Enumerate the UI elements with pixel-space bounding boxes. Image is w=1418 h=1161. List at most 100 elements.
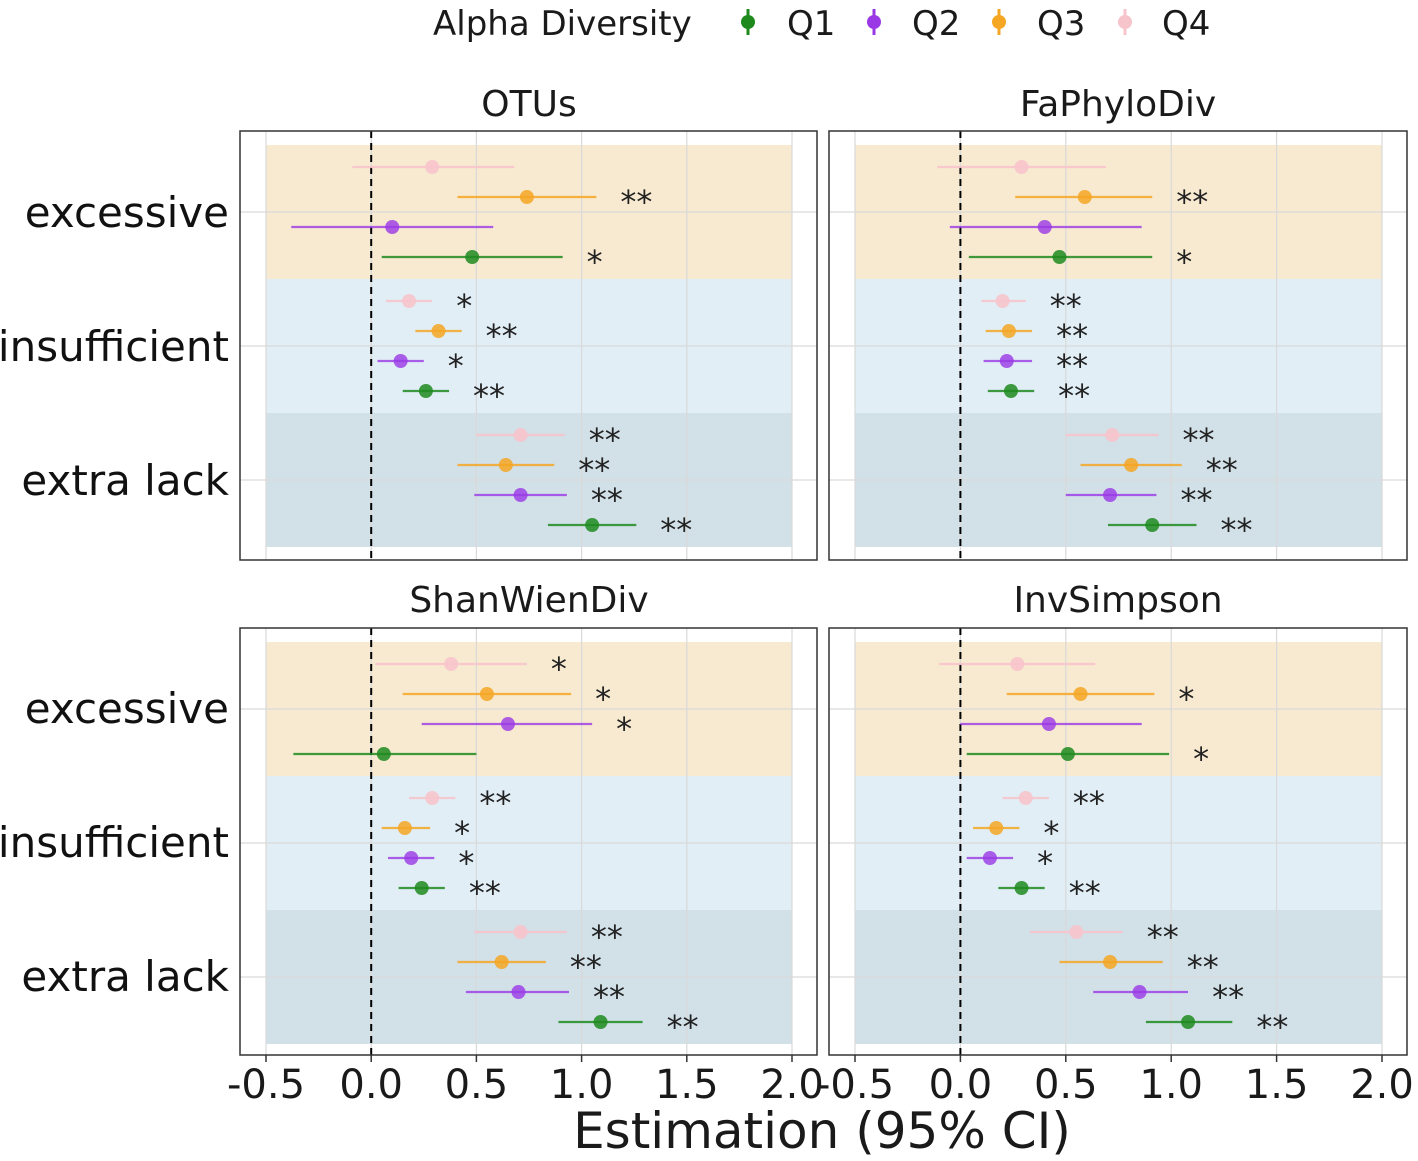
legend-label-q3: Q3 — [1037, 4, 1085, 44]
panel-title-faphylodiv: FaPhyloDiv — [1020, 84, 1216, 125]
sig-faphylodiv-insufficient-q3: ** — [1056, 317, 1088, 355]
point-shanwiendiv-excessive-q2 — [500, 717, 515, 731]
x-tick-label: 0.5 — [1034, 1062, 1098, 1108]
panel-faphylodiv: ******************* — [828, 130, 1408, 561]
point-shanwiendiv-excessive-q3 — [479, 687, 494, 701]
x-tick-label: 2.0 — [760, 1062, 824, 1108]
point-shanwiendiv-extra-lack-q3 — [494, 955, 509, 969]
point-faphylodiv-insufficient-q3 — [1001, 324, 1016, 338]
point-shanwiendiv-excessive-q1 — [376, 747, 391, 761]
point-invsimpson-insufficient-q3 — [989, 821, 1004, 835]
sig-faphylodiv-extra-lack-q2: ** — [1180, 481, 1212, 519]
sig-faphylodiv-insufficient-q2: ** — [1056, 347, 1088, 385]
sig-shanwiendiv-excessive-q2: * — [616, 710, 632, 748]
point-faphylodiv-extra-lack-q2 — [1103, 488, 1118, 502]
sig-shanwiendiv-insufficient-q3: * — [454, 814, 470, 852]
point-invsimpson-insufficient-q1 — [1014, 881, 1029, 895]
sig-faphylodiv-excessive-q3: ** — [1176, 183, 1208, 221]
point-invsimpson-excessive-q1 — [1060, 747, 1075, 761]
sig-faphylodiv-extra-lack-q1: ** — [1220, 511, 1252, 549]
point-shanwiendiv-extra-lack-q2 — [511, 985, 526, 999]
sig-invsimpson-excessive-q1: * — [1193, 740, 1209, 778]
point-invsimpson-extra-lack-q3 — [1103, 955, 1118, 969]
panel-border — [239, 130, 818, 561]
sig-otus-insufficient-q4: * — [456, 287, 472, 325]
sig-shanwiendiv-extra-lack-q1: ** — [667, 1008, 699, 1046]
sig-faphylodiv-insufficient-q1: ** — [1058, 377, 1090, 415]
x-tick-label: -0.5 — [227, 1062, 305, 1108]
point-faphylodiv-excessive-q4 — [1014, 160, 1029, 174]
row-label-excessive-top: excessive — [25, 188, 229, 237]
point-otus-excessive-q4 — [425, 160, 440, 174]
sig-invsimpson-excessive-q3: * — [1178, 680, 1194, 718]
point-shanwiendiv-extra-lack-q4 — [513, 925, 528, 939]
point-faphylodiv-extra-lack-q4 — [1105, 428, 1120, 442]
point-otus-excessive-q3 — [519, 190, 534, 204]
point-invsimpson-extra-lack-q2 — [1132, 985, 1147, 999]
point-shanwiendiv-excessive-q4 — [444, 657, 459, 671]
x-tick-label: 1.0 — [550, 1062, 614, 1108]
sig-invsimpson-insufficient-q2: * — [1037, 844, 1053, 882]
legend-title: Alpha Diversity — [433, 4, 692, 44]
point-faphylodiv-excessive-q2 — [1037, 220, 1052, 234]
x-tick-label: 1.0 — [1139, 1062, 1203, 1108]
legend-label-q2: Q2 — [912, 4, 960, 44]
panel-border — [828, 627, 1408, 1056]
sig-shanwiendiv-extra-lack-q2: ** — [593, 978, 625, 1016]
sig-faphylodiv-excessive-q1: * — [1176, 243, 1192, 281]
point-otus-insufficient-q3 — [431, 324, 446, 338]
row-label-insufficient-top: insufficient — [0, 322, 229, 371]
sig-shanwiendiv-insufficient-q4: ** — [479, 784, 511, 822]
sig-shanwiendiv-extra-lack-q4: ** — [591, 918, 623, 956]
panel-border — [828, 130, 1408, 561]
sig-invsimpson-insufficient-q3: * — [1043, 814, 1059, 852]
legend-key-q1: Q1 — [741, 4, 835, 44]
sig-otus-extra-lack-q4: ** — [589, 421, 621, 459]
sig-invsimpson-extra-lack-q2: ** — [1212, 978, 1244, 1016]
row-label-extra-lack-bottom: extra lack — [21, 952, 229, 1001]
point-otus-insufficient-q2 — [393, 354, 408, 368]
point-faphylodiv-extra-lack-q1 — [1145, 518, 1160, 532]
point-shanwiendiv-insufficient-q3 — [397, 821, 412, 835]
legend-label-q1: Q1 — [787, 4, 835, 44]
x-tick-label: 1.5 — [1245, 1062, 1309, 1108]
point-invsimpson-extra-lack-q4 — [1069, 925, 1084, 939]
sig-faphylodiv-insufficient-q4: ** — [1050, 287, 1082, 325]
point-otus-insufficient-q1 — [418, 384, 433, 398]
row-label-insufficient-bottom: insufficient — [0, 818, 229, 867]
point-shanwiendiv-extra-lack-q1 — [593, 1015, 608, 1029]
sig-faphylodiv-extra-lack-q4: ** — [1183, 421, 1215, 459]
sig-invsimpson-extra-lack-q4: ** — [1147, 918, 1179, 956]
x-tick-label: -0.5 — [816, 1062, 894, 1108]
point-faphylodiv-extra-lack-q3 — [1124, 458, 1139, 472]
panel-title-shanwiendiv: ShanWienDiv — [409, 580, 648, 621]
point-invsimpson-excessive-q2 — [1041, 717, 1056, 731]
point-faphylodiv-insufficient-q1 — [1003, 384, 1018, 398]
point-otus-extra-lack-q3 — [498, 458, 513, 472]
sig-invsimpson-insufficient-q1: ** — [1069, 874, 1101, 912]
point-invsimpson-excessive-q4 — [1010, 657, 1025, 671]
sig-otus-extra-lack-q3: ** — [578, 451, 610, 489]
point-invsimpson-insufficient-q2 — [982, 851, 997, 865]
x-tick-label: 0.5 — [445, 1062, 509, 1108]
sig-otus-excessive-q3: ** — [620, 183, 652, 221]
point-otus-insufficient-q4 — [402, 294, 417, 308]
point-invsimpson-excessive-q3 — [1073, 687, 1088, 701]
sig-shanwiendiv-insufficient-q2: * — [458, 844, 474, 882]
point-otus-extra-lack-q4 — [513, 428, 528, 442]
panel-otus: ***************** — [239, 130, 818, 561]
point-faphylodiv-insufficient-q4 — [995, 294, 1010, 308]
x-tick-label: 0.0 — [339, 1062, 403, 1108]
panel-title-invsimpson: InvSimpson — [1013, 580, 1222, 621]
sig-otus-insufficient-q1: ** — [473, 377, 505, 415]
legend: Alpha Diversity Q1 Q2 Q3 Q4 — [433, 4, 1210, 44]
sig-otus-extra-lack-q2: ** — [591, 481, 623, 519]
point-faphylodiv-excessive-q3 — [1077, 190, 1092, 204]
row-label-extra-lack-top: extra lack — [21, 456, 229, 505]
sig-faphylodiv-extra-lack-q3: ** — [1206, 451, 1238, 489]
sig-otus-extra-lack-q1: ** — [660, 511, 692, 549]
row-label-excessive-bottom: excessive — [25, 684, 229, 733]
x-tick-label: 0.0 — [929, 1062, 993, 1108]
sig-shanwiendiv-insufficient-q1: ** — [469, 874, 501, 912]
